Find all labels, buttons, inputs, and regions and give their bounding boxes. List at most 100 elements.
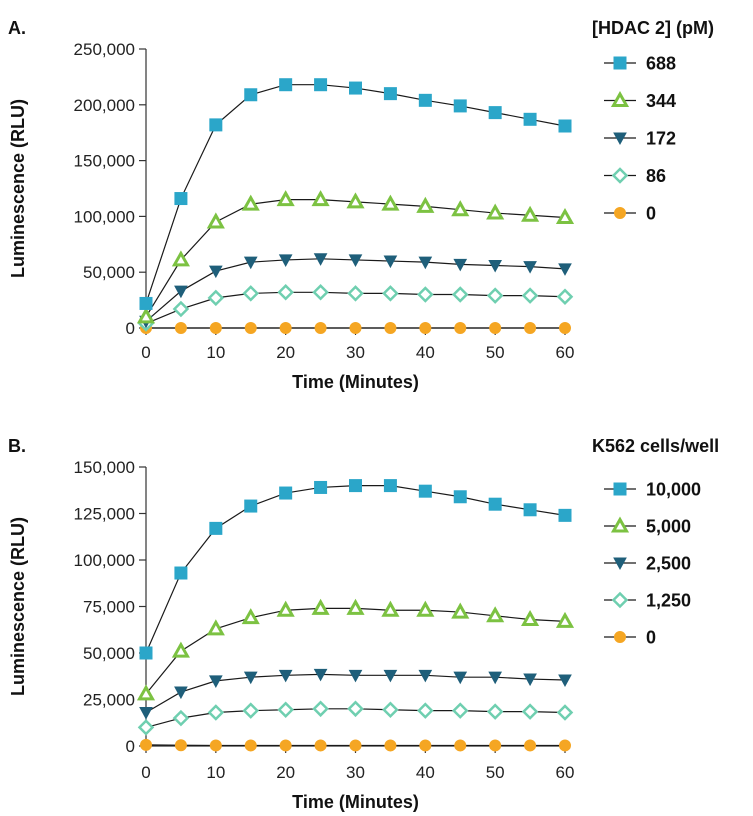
legend-title: K562 cells/well bbox=[592, 436, 719, 456]
x-tick-label: 10 bbox=[206, 343, 225, 362]
data-point bbox=[453, 490, 467, 504]
data-point bbox=[384, 322, 397, 334]
data-point bbox=[207, 289, 225, 307]
legend-marker bbox=[613, 557, 627, 571]
data-point bbox=[381, 600, 400, 617]
y-axis-label: Luminescence (RLU) bbox=[8, 99, 28, 278]
data-point bbox=[244, 322, 257, 334]
data-point bbox=[276, 600, 295, 617]
data-point bbox=[523, 673, 537, 687]
y-tick-label: 125,000 bbox=[74, 505, 135, 524]
legend-entry: 0 bbox=[646, 204, 656, 224]
data-point bbox=[488, 671, 503, 685]
legend-entry: 344 bbox=[646, 91, 676, 111]
data-point bbox=[349, 322, 362, 334]
data-point bbox=[171, 641, 190, 658]
data-point bbox=[489, 322, 502, 334]
data-point bbox=[521, 205, 540, 222]
data-point bbox=[348, 254, 363, 267]
data-point bbox=[174, 686, 188, 700]
data-point bbox=[347, 285, 364, 302]
data-point bbox=[277, 284, 294, 301]
x-axis-label: Time (Minutes) bbox=[292, 372, 419, 392]
data-point bbox=[486, 703, 504, 720]
panel-label: B. bbox=[8, 436, 26, 456]
data-point bbox=[382, 701, 399, 718]
data-point bbox=[349, 479, 362, 493]
data-point bbox=[418, 669, 433, 683]
x-tick-label: 20 bbox=[276, 763, 295, 782]
data-point bbox=[209, 118, 223, 132]
legend-marker bbox=[613, 56, 627, 70]
data-point bbox=[555, 207, 575, 225]
y-tick-label: 250,000 bbox=[74, 40, 135, 59]
data-point bbox=[314, 322, 327, 334]
data-point bbox=[382, 285, 399, 302]
x-tick-label: 30 bbox=[346, 763, 365, 782]
data-point bbox=[381, 194, 400, 211]
data-point bbox=[242, 702, 260, 719]
data-point bbox=[417, 286, 434, 303]
data-point bbox=[206, 619, 225, 636]
legend-marker bbox=[614, 207, 626, 219]
legend-marker bbox=[613, 482, 627, 496]
legend-entry: 86 bbox=[646, 166, 666, 186]
data-point bbox=[209, 322, 222, 334]
data-point bbox=[418, 93, 432, 107]
y-tick-label: 0 bbox=[126, 319, 135, 338]
data-point bbox=[206, 212, 225, 229]
legend-entry: 172 bbox=[646, 129, 676, 149]
x-tick-label: 40 bbox=[416, 343, 435, 362]
legend-entry: 2,500 bbox=[646, 554, 691, 574]
y-tick-label: 75,000 bbox=[83, 598, 135, 617]
legend-marker bbox=[610, 516, 630, 533]
data-point bbox=[136, 684, 156, 701]
legend-entry: 688 bbox=[646, 54, 676, 74]
data-point bbox=[312, 700, 329, 718]
data-point bbox=[208, 675, 223, 688]
data-point bbox=[383, 255, 398, 269]
data-point bbox=[277, 701, 294, 718]
data-point bbox=[243, 256, 258, 270]
data-point bbox=[521, 287, 539, 304]
data-point bbox=[174, 285, 188, 299]
data-point bbox=[556, 704, 574, 721]
data-point bbox=[384, 739, 397, 752]
data-point bbox=[419, 322, 432, 334]
data-point bbox=[556, 288, 574, 306]
data-point bbox=[313, 253, 328, 266]
x-tick-label: 30 bbox=[346, 343, 365, 362]
x-tick-label: 60 bbox=[556, 763, 575, 782]
y-tick-label: 100,000 bbox=[74, 207, 135, 226]
data-point bbox=[349, 81, 362, 95]
data-point bbox=[451, 200, 470, 217]
data-point bbox=[174, 566, 188, 580]
data-point bbox=[347, 700, 364, 718]
y-tick-label: 150,000 bbox=[74, 152, 135, 171]
data-point bbox=[312, 284, 329, 301]
data-point bbox=[416, 600, 435, 617]
data-point bbox=[244, 499, 258, 513]
data-point bbox=[416, 196, 435, 213]
y-axis-label: Luminescence (RLU) bbox=[8, 517, 28, 696]
data-point bbox=[524, 739, 537, 752]
data-point bbox=[346, 192, 365, 209]
y-tick-label: 0 bbox=[126, 737, 135, 756]
data-point bbox=[174, 739, 187, 752]
data-point bbox=[279, 739, 292, 752]
data-point bbox=[349, 739, 362, 752]
data-point bbox=[241, 608, 260, 625]
data-point bbox=[311, 190, 330, 207]
legend-marker bbox=[611, 591, 629, 609]
legend-marker bbox=[614, 631, 626, 643]
y-tick-label: 100,000 bbox=[74, 551, 135, 570]
data-point bbox=[558, 263, 572, 276]
data-point bbox=[418, 256, 433, 270]
data-point bbox=[523, 112, 537, 126]
x-tick-label: 50 bbox=[486, 343, 505, 362]
data-point bbox=[208, 265, 223, 279]
legend-entry: 10,000 bbox=[646, 480, 701, 500]
data-point bbox=[174, 192, 188, 206]
data-point bbox=[454, 322, 467, 334]
data-point bbox=[559, 322, 571, 334]
